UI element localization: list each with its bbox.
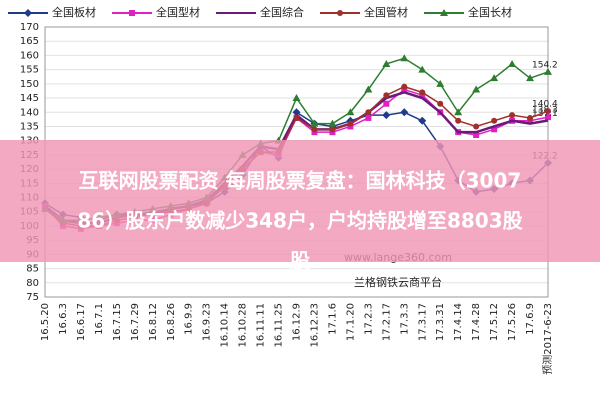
point bbox=[491, 126, 498, 133]
banner-text: 86）股东户数减少348户，户均持股增至8803股 bbox=[77, 209, 522, 233]
x-tick-label: 16.9.23 bbox=[202, 303, 213, 341]
x-tick-label: 17.4.14 bbox=[453, 303, 464, 341]
legend-label: 全国长材 bbox=[468, 5, 512, 19]
point bbox=[472, 85, 481, 93]
point bbox=[545, 108, 551, 115]
point bbox=[329, 126, 336, 133]
y-tick-label: 75 bbox=[26, 292, 39, 303]
x-tick-label: 16.10.28 bbox=[238, 303, 249, 348]
point bbox=[129, 10, 135, 16]
watermark: 兰格钢铁云商平台 bbox=[354, 275, 442, 289]
x-tick-label: 16.12.9 bbox=[292, 303, 303, 341]
x-tick-label: 16.6.17 bbox=[76, 303, 87, 341]
legend-label: 全国板材 bbox=[52, 5, 96, 19]
point bbox=[473, 123, 480, 130]
banner-text: 股 bbox=[290, 249, 310, 273]
point bbox=[337, 10, 343, 16]
x-tick-label: 16.11.25 bbox=[274, 303, 285, 348]
point bbox=[440, 9, 448, 16]
x-tick-label: 16.11.11 bbox=[256, 303, 267, 348]
y-tick-label: 85 bbox=[26, 264, 39, 275]
point bbox=[400, 108, 409, 117]
x-tick-label: 17.1.6 bbox=[327, 303, 338, 335]
y-tick-label: 135 bbox=[20, 121, 39, 132]
x-tick-label: 17.3.31 bbox=[435, 303, 446, 341]
x-tick-label: 16.5.20 bbox=[40, 303, 51, 341]
point bbox=[365, 109, 372, 116]
value-label: 138.3 bbox=[532, 106, 558, 116]
point bbox=[437, 100, 444, 107]
y-tick-label: 140 bbox=[20, 107, 39, 118]
x-tick-label: 17.3.17 bbox=[417, 303, 428, 341]
x-tick-label: 16.9.9 bbox=[184, 303, 195, 335]
point bbox=[473, 132, 480, 138]
point bbox=[346, 108, 355, 116]
point bbox=[508, 59, 517, 67]
banner bbox=[0, 140, 600, 262]
x-tick-label: 17.5.12 bbox=[489, 303, 500, 341]
value-label: 154.2 bbox=[532, 60, 558, 70]
x-tick-label: 17.4.28 bbox=[471, 303, 482, 341]
point bbox=[292, 94, 301, 102]
point bbox=[383, 92, 390, 99]
point bbox=[436, 79, 445, 87]
point bbox=[400, 54, 409, 62]
x-tick-label: 17.5.26 bbox=[507, 303, 518, 341]
point bbox=[383, 100, 390, 107]
point bbox=[491, 117, 498, 124]
point bbox=[292, 108, 301, 117]
point bbox=[365, 114, 372, 121]
point bbox=[347, 120, 354, 127]
y-tick-label: 150 bbox=[20, 79, 39, 90]
x-tick-label: 预测2017-6-23 bbox=[541, 303, 554, 375]
legend-label: 全国综合 bbox=[260, 5, 304, 19]
point bbox=[454, 108, 463, 116]
point bbox=[455, 117, 462, 124]
x-tick-label: 17.6.9 bbox=[525, 303, 536, 335]
y-tick-label: 170 bbox=[20, 22, 39, 33]
x-tick-label: 16.7.15 bbox=[112, 303, 123, 341]
point bbox=[328, 119, 337, 127]
y-tick-label: 160 bbox=[20, 50, 39, 61]
x-tick-label: 17.3.3 bbox=[399, 303, 410, 335]
x-tick-label: 16.8.26 bbox=[166, 303, 177, 341]
x-tick-label: 16.8.12 bbox=[148, 303, 159, 341]
x-tick-label: 16.10.14 bbox=[220, 303, 231, 348]
x-tick-label: 16.6.3 bbox=[58, 303, 69, 335]
value-label: 140.4 bbox=[532, 100, 558, 110]
point bbox=[293, 114, 300, 121]
point bbox=[24, 9, 32, 17]
x-tick-label: 16.12.23 bbox=[309, 303, 320, 348]
point bbox=[418, 116, 427, 125]
y-tick-label: 145 bbox=[20, 93, 39, 104]
point bbox=[526, 74, 535, 82]
point bbox=[310, 119, 319, 127]
value-label: 137.1 bbox=[532, 109, 558, 119]
point bbox=[419, 89, 426, 96]
point bbox=[544, 67, 552, 75]
x-tick-label: 17.2.17 bbox=[381, 303, 392, 341]
y-tick-label: 155 bbox=[20, 65, 39, 76]
point bbox=[364, 85, 373, 93]
y-tick-label: 165 bbox=[20, 36, 39, 47]
point bbox=[401, 83, 408, 90]
banner-text: 互联网股票配资 每周股票复盘：国林科技（3007 bbox=[79, 169, 522, 193]
x-tick-label: 17.2.3 bbox=[363, 303, 374, 335]
point bbox=[418, 65, 427, 73]
point bbox=[545, 114, 551, 121]
point bbox=[382, 111, 391, 120]
point bbox=[490, 74, 499, 82]
legend-label: 全国管材 bbox=[364, 5, 408, 19]
x-tick-label: 16.7.29 bbox=[130, 303, 141, 341]
y-tick-label: 80 bbox=[26, 278, 39, 289]
point bbox=[382, 59, 391, 67]
point bbox=[509, 112, 516, 119]
point bbox=[527, 114, 534, 121]
legend-label: 全国型材 bbox=[156, 5, 200, 19]
x-tick-label: 16.7.1 bbox=[94, 303, 105, 335]
point bbox=[311, 126, 318, 133]
x-tick-label: 17.1.20 bbox=[345, 303, 356, 341]
